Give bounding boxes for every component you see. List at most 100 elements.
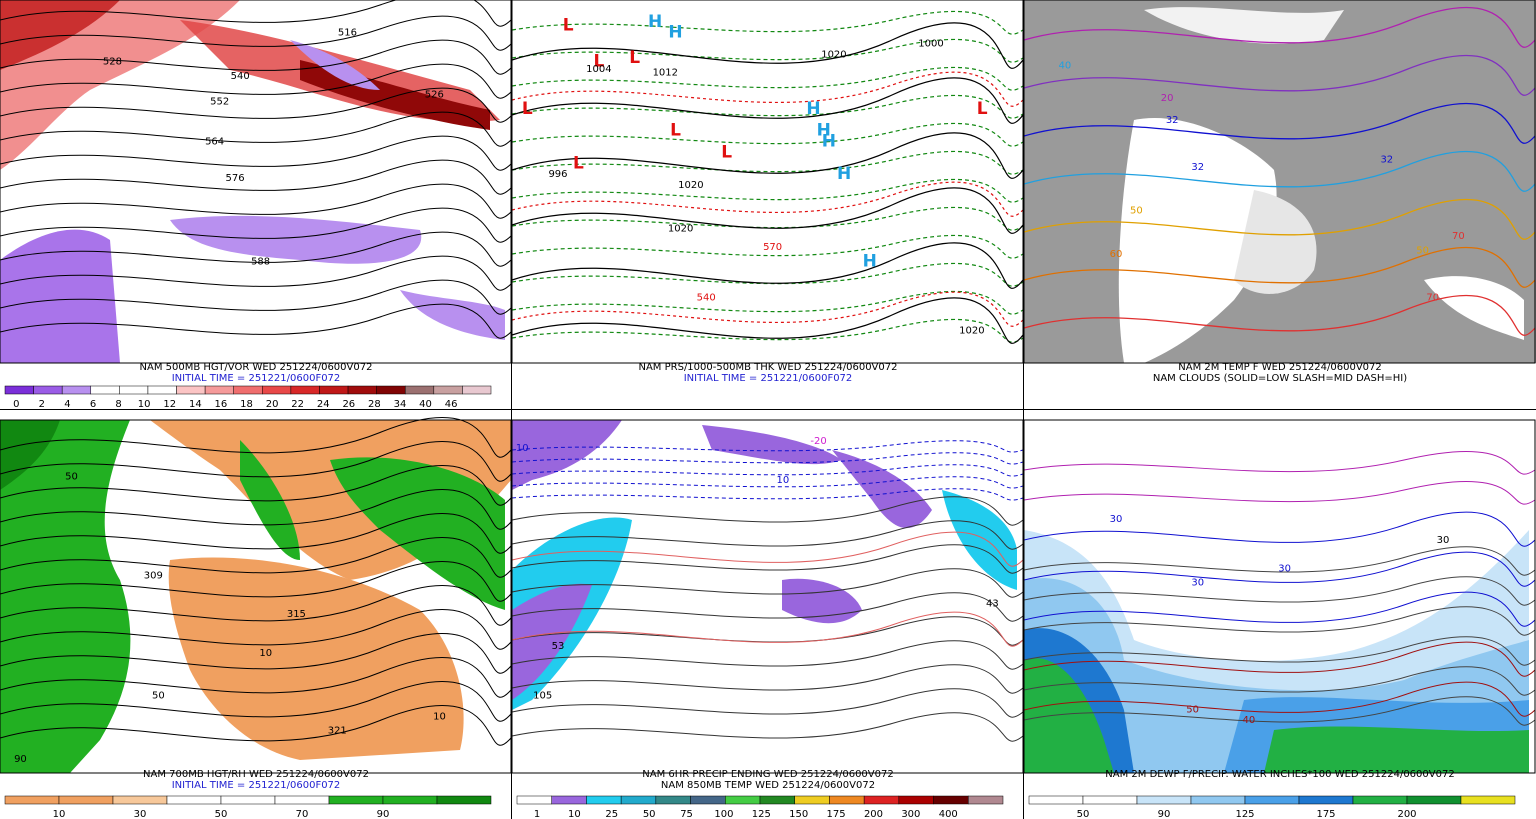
colorbar-swatch: [328, 795, 384, 805]
colorbar-swatch: [1028, 795, 1084, 805]
colorbar-swatch: [220, 795, 276, 805]
colorbar-swatch: [1136, 795, 1192, 805]
panel: 10 -20 10 53 105 43 NAM 6HR PRECIP ENDING WED …: [511, 410, 1024, 819]
contour-line: [511, 132, 1024, 179]
contour-line: [0, 537, 512, 578]
contour-line: [511, 568, 1024, 598]
panel-bg: [512, 0, 1023, 409]
contour-label: 1020: [821, 49, 846, 60]
contour-label: 105: [533, 690, 552, 701]
precip-area: [832, 450, 932, 529]
colorbar-swatch: [274, 795, 330, 805]
colorbar-label: 150: [789, 809, 808, 819]
contour-label: 43: [986, 599, 999, 610]
colorbar-label: 12: [163, 399, 176, 410]
contour-line: [1023, 606, 1536, 636]
colorbar-label: 30: [134, 809, 147, 819]
pressure-center: L: [629, 48, 640, 68]
colorbar-label: 200: [864, 809, 883, 819]
contour-line: [1023, 546, 1536, 576]
map: [512, 420, 1017, 710]
map: [0, 420, 511, 773]
vorticity-area: [400, 290, 505, 340]
colorbar-swatch: [655, 795, 691, 805]
contour-label: 10: [433, 712, 446, 723]
colorbar-label: 1: [534, 809, 540, 819]
contour-line: [1023, 666, 1536, 696]
contour-line: [511, 77, 1024, 124]
contour-label: 53: [552, 641, 565, 652]
contour-label: 576: [226, 173, 245, 184]
contour-label: 30: [1437, 535, 1450, 546]
colorbar-swatch: [233, 385, 263, 395]
colorbar-swatch: [586, 795, 622, 805]
colorbar-label: 75: [680, 809, 693, 819]
contour-line: [0, 231, 512, 267]
contour-line: [511, 476, 1024, 489]
colorbar-swatch: [90, 385, 120, 395]
caption: NAM 700MB HGT/RH WED 251224/0600V072: [143, 769, 369, 780]
contour-line: [0, 585, 512, 626]
pressure-center: H: [822, 132, 836, 152]
pressure-center: H: [837, 164, 851, 184]
precip-area: [702, 425, 842, 465]
contour-line: [1023, 551, 1536, 587]
colorbar-swatch: [176, 385, 206, 395]
colorbar-label: 50: [1077, 809, 1090, 819]
contour-line: [511, 488, 1024, 501]
contour-line: [1023, 246, 1536, 288]
contour-line: [511, 71, 1024, 107]
pressure-center: L: [563, 15, 574, 35]
map: [1024, 530, 1529, 773]
pressure-center: H: [648, 12, 662, 32]
colorbar-label: 175: [1316, 809, 1335, 819]
pressure-center: L: [573, 153, 584, 173]
contour-line: [0, 303, 512, 339]
contour-line: [511, 234, 1024, 259]
contour-line: [511, 291, 1024, 327]
contour-label: 70: [1452, 231, 1465, 242]
contour-line: [0, 657, 512, 698]
contour-line: [511, 496, 1024, 526]
contour-label: 1012: [653, 68, 678, 79]
contour-label: 315: [287, 609, 306, 620]
moist-area: [330, 457, 505, 610]
colorbar-label: 300: [901, 809, 920, 819]
colorbar-swatch: [4, 385, 34, 395]
panel: 50 309 315 321 10 90 50 10 NAM 700MB HGT/RH WED …: [0, 410, 512, 819]
colorbar-swatch: [551, 795, 587, 805]
contour-line: [511, 10, 1024, 35]
contour-label: 30: [1278, 563, 1291, 574]
panel-bg: [512, 410, 1023, 819]
contour-line: [511, 181, 1024, 217]
colorbar-label: 46: [445, 399, 458, 410]
clear-area: [1424, 276, 1524, 340]
colorbar-swatch: [382, 795, 438, 805]
precip-area: [942, 490, 1017, 590]
colorbar-swatch: [61, 385, 92, 395]
colorbar-swatch: [436, 795, 492, 805]
contour-line: [511, 520, 1024, 550]
contour-line: [511, 178, 1024, 203]
contour-label: 1000: [918, 39, 943, 50]
colorbar-swatch: [1244, 795, 1300, 805]
contour-label: 526: [425, 89, 444, 100]
contour-line: [0, 15, 512, 51]
colorbar-label: 8: [115, 399, 121, 410]
contour-line: [0, 255, 512, 291]
contour-line: [511, 150, 1024, 175]
contour-line: [0, 681, 512, 722]
contour-label: 20: [1161, 93, 1174, 104]
contours: [511, 10, 1024, 344]
contour-line: [1023, 636, 1536, 666]
contour-line: [511, 318, 1024, 343]
colorbar-swatch: [898, 795, 934, 805]
colorbar-swatch: [516, 795, 552, 805]
colorbar-swatch: [1082, 795, 1138, 805]
moist-area: [240, 440, 300, 560]
contour-line: [511, 440, 1024, 453]
colorbar-swatch: [262, 385, 292, 395]
colorbar-swatch: [112, 795, 168, 805]
contour-label: 32: [1166, 115, 1179, 126]
